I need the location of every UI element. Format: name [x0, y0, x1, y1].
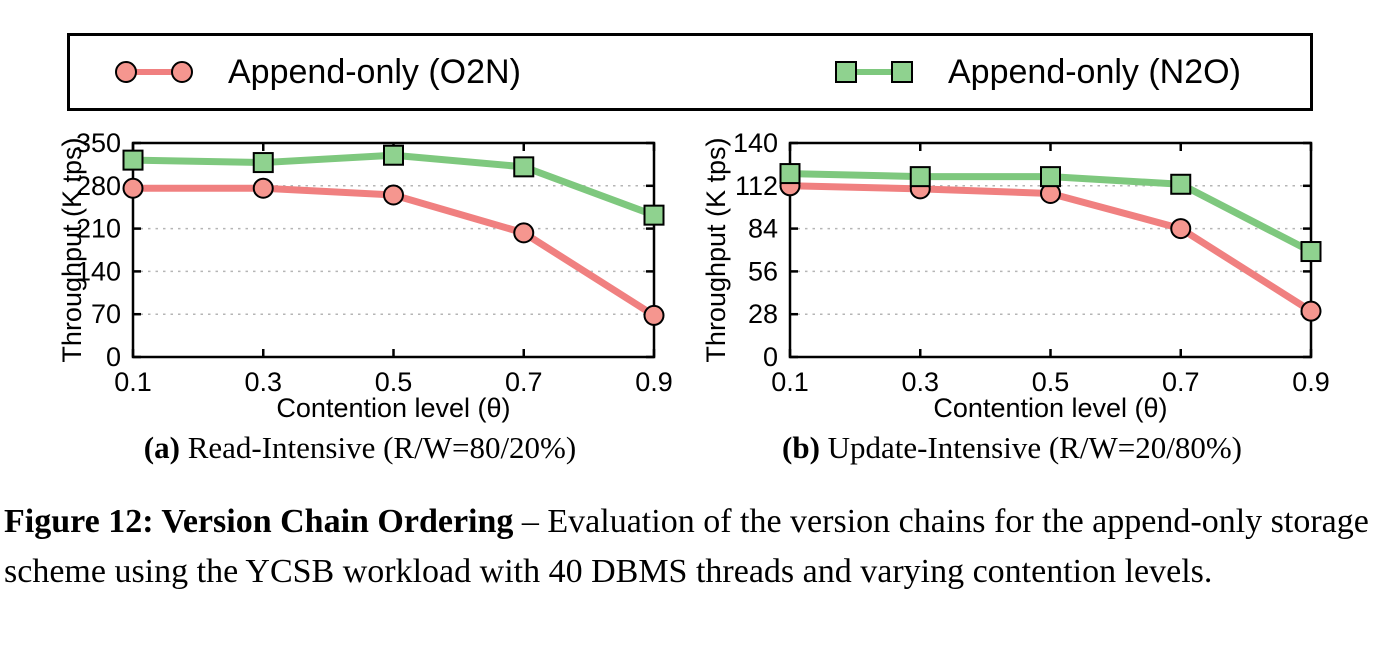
- svg-text:0: 0: [106, 342, 121, 372]
- svg-text:350: 350: [76, 128, 121, 158]
- svg-text:0.9: 0.9: [1292, 367, 1330, 397]
- legend: Append-only (O2N) Append-only (N2O): [67, 33, 1313, 111]
- x-axis-label-update-intensive: Contention level (θ): [933, 393, 1168, 423]
- svg-text:0.3: 0.3: [901, 367, 939, 397]
- svg-text:112: 112: [735, 171, 778, 201]
- svg-text:70: 70: [91, 299, 121, 329]
- svg-text:0.5: 0.5: [1032, 367, 1070, 397]
- svg-text:0.7: 0.7: [505, 367, 543, 397]
- svg-text:0.1: 0.1: [114, 367, 152, 397]
- svg-text:0.3: 0.3: [244, 367, 282, 397]
- svg-text:210: 210: [76, 214, 121, 244]
- legend-entry-o2n: Append-only (O2N): [108, 36, 521, 108]
- subcaption-b-text: Update-Intensive (R/W=20/80%): [819, 430, 1242, 465]
- figure-caption-text: – Evaluation of the version chains for t…: [4, 503, 1369, 590]
- svg-text:140: 140: [76, 256, 121, 286]
- svg-text:28: 28: [748, 299, 778, 329]
- svg-text:84: 84: [748, 214, 778, 244]
- plot-read-intensive: 0 70 140 210 280 350 0.1 0.3 0.5 0.7 0.9: [76, 128, 673, 397]
- x-axis-label-read-intensive: Contention level (θ): [276, 393, 511, 423]
- subcaption-b-label: (b): [782, 430, 820, 465]
- svg-text:0.5: 0.5: [375, 367, 413, 397]
- figure-caption: Figure 12: Version Chain Ordering – Eval…: [4, 497, 1370, 597]
- subcaption-a-label: (a): [143, 430, 180, 465]
- n2o-square-line-icon: [835, 61, 913, 83]
- subcaption-a: (a) Read-Intensive (R/W=80/20%): [60, 430, 660, 466]
- svg-text:280: 280: [76, 171, 121, 201]
- legend-label-n2o: Append-only (N2O): [948, 52, 1241, 91]
- subcaption-a-text: Read-Intensive (R/W=80/20%): [179, 430, 577, 465]
- svg-text:0.9: 0.9: [635, 367, 673, 397]
- subcaption-b: (b) Update-Intensive (R/W=20/80%): [712, 430, 1312, 466]
- figure-caption-title: Figure 12: Version Chain Ordering: [4, 503, 514, 540]
- svg-text:56: 56: [748, 256, 778, 286]
- svg-text:0: 0: [763, 342, 778, 372]
- legend-entry-n2o: Append-only (N2O): [828, 36, 1241, 108]
- plot-update-intensive: 0 28 56 84 112 140 0.1 0.3 0.5 0.7 0.9: [733, 128, 1330, 397]
- svg-text:140: 140: [733, 128, 778, 158]
- svg-text:0.1: 0.1: [771, 367, 809, 397]
- legend-label-o2n: Append-only (O2N): [228, 52, 521, 91]
- svg-text:0.7: 0.7: [1162, 367, 1200, 397]
- o2n-circle-line-icon: [115, 61, 193, 83]
